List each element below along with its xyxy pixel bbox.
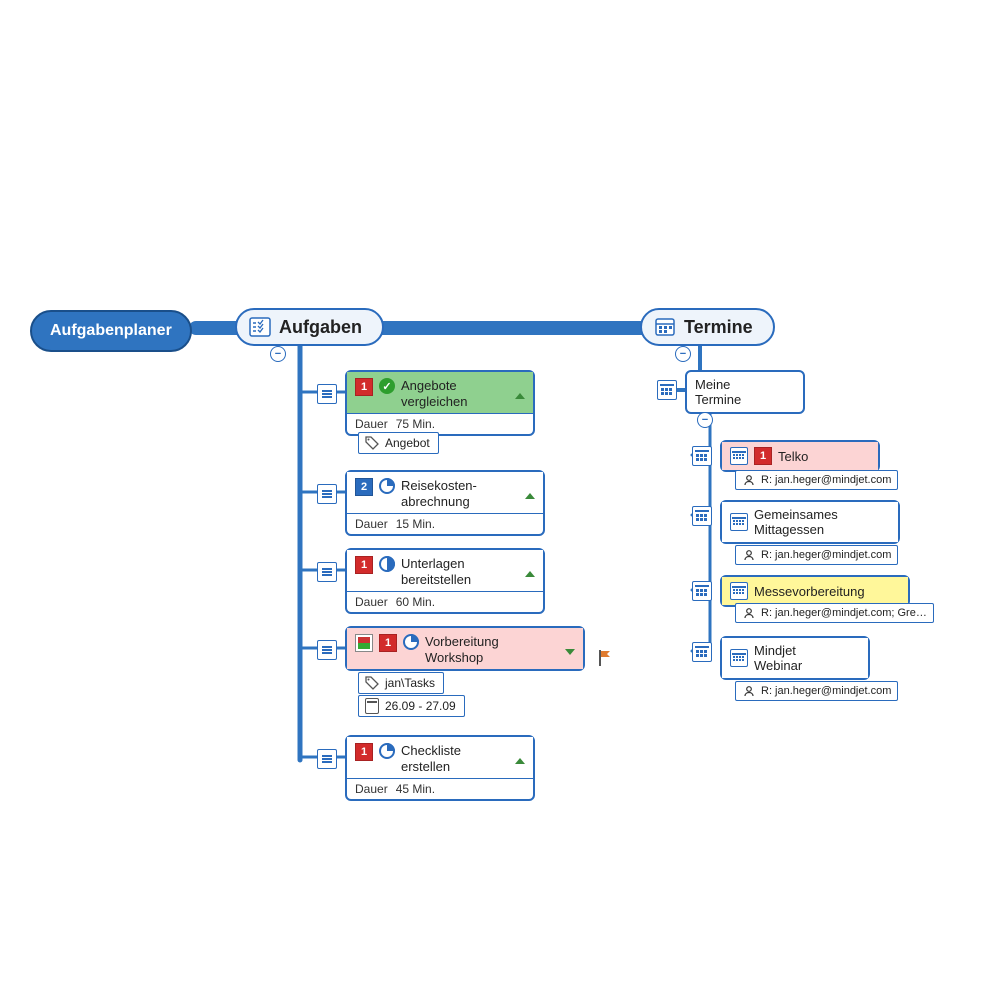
priority-badge: 2 <box>355 478 373 496</box>
collapse-toggle[interactable]: − <box>675 346 691 362</box>
duration-label: Dauer <box>355 595 388 609</box>
duration-label: Dauer <box>355 417 388 431</box>
task-title: Unterlagen bereitstellen <box>401 556 515 587</box>
tag-chip[interactable]: Angebot <box>358 432 439 454</box>
collapse-toggle[interactable]: − <box>270 346 286 362</box>
task-title: Checkliste erstellen <box>401 743 505 774</box>
priority-badge: 1 <box>355 743 373 761</box>
appointment-title: Messevorbereitung <box>754 584 894 599</box>
task-title: Reisekosten-abrechnung <box>401 478 515 509</box>
priority-badge: 1 <box>754 447 772 465</box>
appointment-card[interactable]: 1 Telko <box>720 440 880 472</box>
resource-chip[interactable]: R: jan.heger@mindjet.com <box>735 545 898 565</box>
expand-arrow-icon[interactable] <box>515 393 525 399</box>
progress-icon <box>403 634 419 650</box>
my-appointments-label: MeineTermine <box>695 377 789 407</box>
attachment-label: 26.09 - 27.09 <box>385 699 456 713</box>
date-icon <box>365 699 379 713</box>
note-icon[interactable] <box>317 640 337 660</box>
appointment-title: MindjetWebinar <box>754 643 854 673</box>
task-card[interactable]: 1 Checkliste erstellen Dauer 45 Min. <box>345 735 535 801</box>
duration-label: Dauer <box>355 517 388 531</box>
calendar-icon <box>692 446 712 466</box>
tag-icon <box>365 676 379 690</box>
calendar-icon <box>730 513 748 531</box>
calendar-icon <box>654 316 676 338</box>
attachment-chip[interactable]: jan\Tasks <box>358 672 444 694</box>
calendar-icon <box>692 642 712 662</box>
duration-label: Dauer <box>355 782 388 796</box>
calendar-icon <box>730 582 748 600</box>
topic-label: Aufgaben <box>279 317 362 338</box>
task-card[interactable]: 1 ✓ Angebote vergleichen Dauer 75 Min. <box>345 370 535 436</box>
appointment-card[interactable]: MindjetWebinar <box>720 636 870 680</box>
calendar-icon <box>692 581 712 601</box>
calendar-icon <box>730 649 748 667</box>
tag-icon <box>365 436 379 450</box>
note-icon[interactable] <box>317 384 337 404</box>
appointment-card[interactable]: GemeinsamesMittagessen <box>720 500 900 544</box>
calendar-icon <box>692 506 712 526</box>
checklist-icon <box>249 316 271 338</box>
note-icon[interactable] <box>317 749 337 769</box>
tag-label: Angebot <box>385 436 430 450</box>
appointment-title: GemeinsamesMittagessen <box>754 507 884 537</box>
expand-arrow-icon[interactable] <box>515 758 525 764</box>
priority-badge: 1 <box>379 634 397 652</box>
duration-value: 45 Min. <box>396 782 435 796</box>
attachment-label: jan\Tasks <box>385 676 435 690</box>
resource-label: R: jan.heger@mindjet.com; Gre… <box>761 607 927 619</box>
resource-label: R: jan.heger@mindjet.com <box>761 685 891 697</box>
resource-chip[interactable]: R: jan.heger@mindjet.com; Gre… <box>735 603 934 623</box>
status-done-icon: ✓ <box>379 378 395 394</box>
resource-label: R: jan.heger@mindjet.com <box>761 474 891 486</box>
task-card[interactable]: 1 Unterlagen bereitstellen Dauer 60 Min. <box>345 548 545 614</box>
topic-label: Termine <box>684 317 753 338</box>
task-card[interactable]: 1 Vorbereitung Workshop <box>345 626 585 671</box>
root-node[interactable]: Aufgabenplaner <box>30 310 192 352</box>
task-title: Angebote vergleichen <box>401 378 505 409</box>
expand-arrow-icon[interactable] <box>525 493 535 499</box>
person-icon <box>742 548 756 562</box>
person-icon <box>742 473 756 487</box>
task-card[interactable]: 2 Reisekosten-abrechnung Dauer 15 Min. <box>345 470 545 536</box>
calendar-search-icon[interactable] <box>657 380 677 400</box>
collapse-toggle[interactable]: − <box>697 412 713 428</box>
task-title: Vorbereitung Workshop <box>425 634 555 665</box>
appointment-title: Telko <box>778 449 864 464</box>
resource-chip[interactable]: R: jan.heger@mindjet.com <box>735 470 898 490</box>
progress-icon <box>379 556 395 572</box>
resource-chip[interactable]: R: jan.heger@mindjet.com <box>735 681 898 701</box>
expand-arrow-icon[interactable] <box>565 649 575 655</box>
person-icon <box>742 606 756 620</box>
note-icon[interactable] <box>317 484 337 504</box>
duration-value: 60 Min. <box>396 595 435 609</box>
spreadsheet-icon <box>355 634 373 652</box>
progress-icon <box>379 478 395 494</box>
duration-value: 15 Min. <box>396 517 435 531</box>
priority-badge: 1 <box>355 378 373 396</box>
person-icon <box>742 684 756 698</box>
calendar-icon <box>730 447 748 465</box>
note-icon[interactable] <box>317 562 337 582</box>
resource-label: R: jan.heger@mindjet.com <box>761 549 891 561</box>
expand-arrow-icon[interactable] <box>525 571 535 577</box>
progress-icon <box>379 743 395 759</box>
priority-badge: 1 <box>355 556 373 574</box>
attachment-chip[interactable]: 26.09 - 27.09 <box>358 695 465 717</box>
duration-value: 75 Min. <box>396 417 435 431</box>
topic-aufgaben[interactable]: Aufgaben <box>235 308 384 346</box>
topic-termine[interactable]: Termine <box>640 308 775 346</box>
flag-icon <box>598 650 612 666</box>
my-appointments-node[interactable]: MeineTermine <box>685 370 805 414</box>
